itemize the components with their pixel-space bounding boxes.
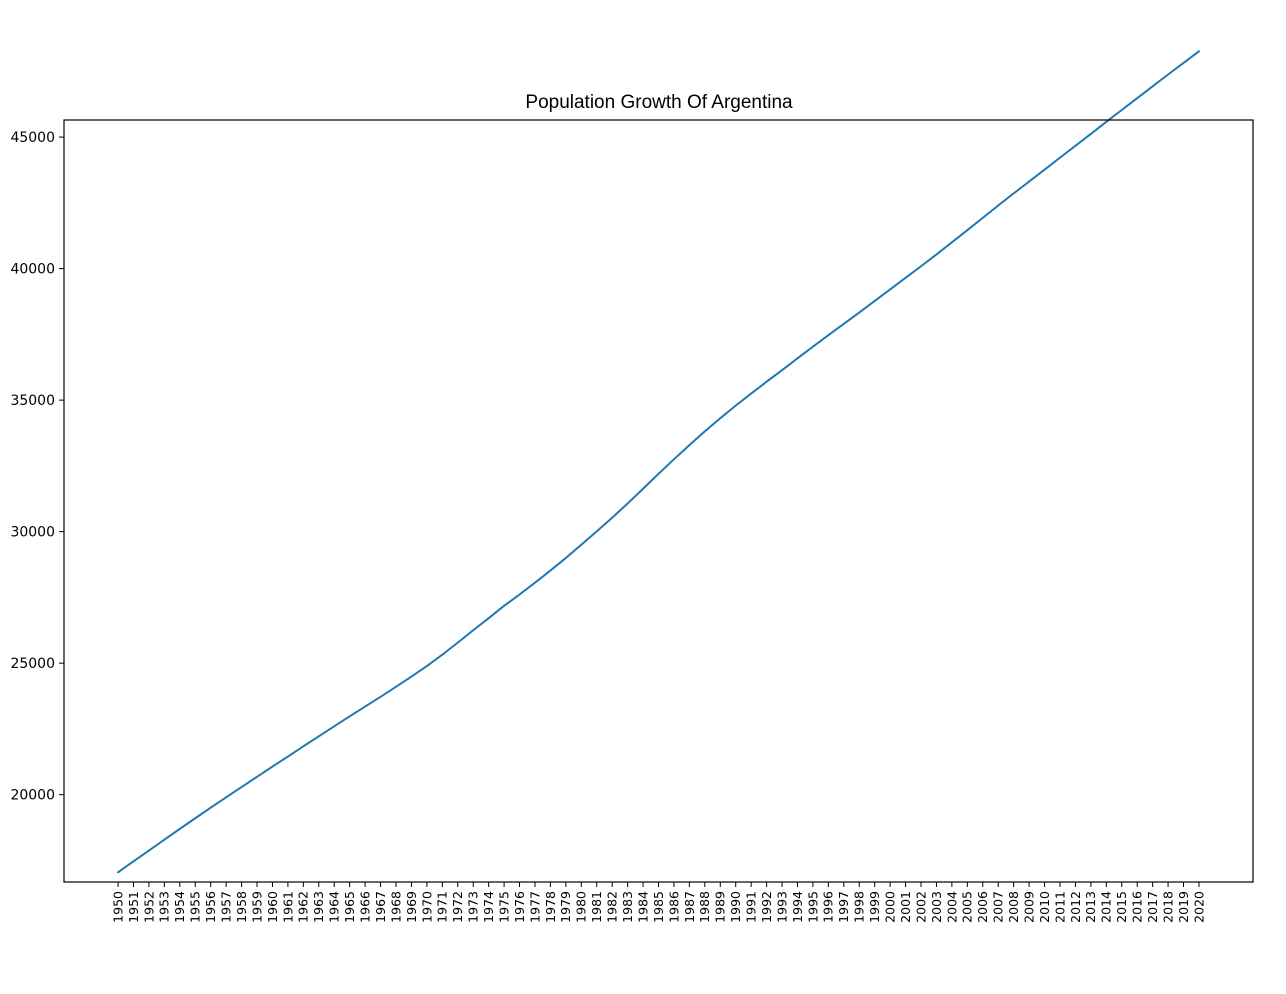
x-tick-label: 1950 bbox=[110, 891, 125, 923]
x-tick-label: 1993 bbox=[774, 891, 789, 923]
x-tick-label: 1960 bbox=[265, 891, 280, 923]
x-tick-label: 2010 bbox=[1037, 891, 1052, 923]
x-tick-label: 1972 bbox=[450, 891, 465, 923]
x-tick-label: 1996 bbox=[821, 891, 836, 923]
x-tick-label: 1965 bbox=[342, 891, 357, 923]
x-axis-ticks: 1950 1951 1952 1953 1954 1955 1956 1957 1958 1959… bbox=[110, 882, 1206, 923]
x-tick-label: 2011 bbox=[1052, 891, 1067, 923]
x-tick-label: 2003 bbox=[929, 891, 944, 923]
x-tick-label: 1979 bbox=[558, 891, 573, 923]
x-tick-label: 1989 bbox=[713, 891, 728, 923]
x-tick-label: 1951 bbox=[126, 891, 141, 923]
x-tick-label: 1963 bbox=[311, 891, 326, 923]
x-tick-label: 1962 bbox=[296, 891, 311, 923]
x-tick-label: 1967 bbox=[373, 891, 388, 923]
x-tick-label: 1988 bbox=[697, 891, 712, 923]
x-tick-label: 2006 bbox=[975, 891, 990, 923]
y-tick-label: 35000 bbox=[10, 393, 55, 409]
x-tick-label: 1981 bbox=[589, 891, 604, 923]
x-tick-label: 1966 bbox=[357, 891, 372, 923]
x-tick-label: 1978 bbox=[543, 891, 558, 923]
plot-frame bbox=[63, 119, 1254, 883]
x-tick-label: 1987 bbox=[682, 891, 697, 923]
y-tick-label: 30000 bbox=[10, 525, 55, 541]
x-tick-label: 1970 bbox=[419, 891, 434, 923]
x-tick-label: 1997 bbox=[836, 891, 851, 923]
series-line bbox=[117, 50, 1200, 874]
x-tick-label: 1991 bbox=[744, 891, 759, 923]
x-tick-label: 1958 bbox=[234, 891, 249, 923]
x-tick-label: 1953 bbox=[157, 891, 172, 923]
x-tick-label: 2002 bbox=[913, 891, 928, 923]
x-tick-label: 1968 bbox=[388, 891, 403, 923]
x-tick-label: 2004 bbox=[944, 891, 959, 923]
x-tick-label: 1955 bbox=[188, 891, 203, 923]
x-tick-label: 1992 bbox=[759, 891, 774, 923]
y-tick-label: 20000 bbox=[10, 788, 55, 804]
x-tick-label: 1984 bbox=[635, 891, 650, 923]
x-tick-label: 1990 bbox=[728, 891, 743, 923]
x-tick-label: 2007 bbox=[991, 891, 1006, 923]
x-tick-label: 2017 bbox=[1145, 891, 1160, 923]
x-tick-label: 1971 bbox=[435, 891, 450, 923]
x-tick-label: 1986 bbox=[666, 891, 681, 923]
x-tick-label: 1977 bbox=[527, 891, 542, 923]
x-tick-label: 2016 bbox=[1130, 891, 1145, 923]
x-tick-label: 1964 bbox=[327, 891, 342, 923]
x-tick-label: 1959 bbox=[249, 891, 264, 923]
chart-title: Population Growth Of Argentina bbox=[525, 92, 793, 113]
x-tick-label: 1975 bbox=[496, 891, 511, 923]
x-tick-label: 1998 bbox=[852, 891, 867, 923]
x-tick-label: 1982 bbox=[605, 891, 620, 923]
x-tick-label: 1969 bbox=[404, 891, 419, 923]
x-tick-label: 2019 bbox=[1176, 891, 1191, 923]
series-group bbox=[117, 50, 1200, 874]
x-tick-label: 1976 bbox=[512, 891, 527, 923]
y-axis-ticks: 20000 25000 30000 35000 40000 45000 bbox=[10, 130, 64, 804]
x-tick-label: 2000 bbox=[882, 891, 897, 923]
x-tick-label: 1999 bbox=[867, 891, 882, 923]
x-tick-label: 1994 bbox=[790, 891, 805, 923]
x-tick-label: 1985 bbox=[651, 891, 666, 923]
y-tick-label: 40000 bbox=[10, 262, 55, 278]
y-tick-label: 45000 bbox=[10, 130, 55, 146]
x-tick-label: 1956 bbox=[203, 891, 218, 923]
x-tick-label: 1974 bbox=[481, 891, 496, 923]
x-tick-label: 1983 bbox=[620, 891, 635, 923]
x-tick-label: 2015 bbox=[1114, 891, 1129, 923]
y-tick-label: 25000 bbox=[10, 656, 55, 672]
x-tick-label: 2020 bbox=[1191, 891, 1206, 923]
x-tick-label: 1961 bbox=[280, 891, 295, 923]
x-tick-label: 2014 bbox=[1099, 891, 1114, 923]
x-tick-label: 1980 bbox=[574, 891, 589, 923]
x-tick-label: 2008 bbox=[1006, 891, 1021, 923]
x-tick-label: 2009 bbox=[1021, 891, 1036, 923]
x-tick-label: 2012 bbox=[1068, 891, 1083, 923]
x-tick-label: 2001 bbox=[898, 891, 913, 923]
x-tick-label: 1954 bbox=[172, 891, 187, 923]
x-tick-label: 2013 bbox=[1083, 891, 1098, 923]
x-tick-label: 2018 bbox=[1160, 891, 1175, 923]
x-tick-label: 1952 bbox=[141, 891, 156, 923]
x-tick-label: 2005 bbox=[960, 891, 975, 923]
x-tick-label: 1973 bbox=[466, 891, 481, 923]
x-tick-label: 1995 bbox=[805, 891, 820, 923]
x-tick-label: 1957 bbox=[219, 891, 234, 923]
